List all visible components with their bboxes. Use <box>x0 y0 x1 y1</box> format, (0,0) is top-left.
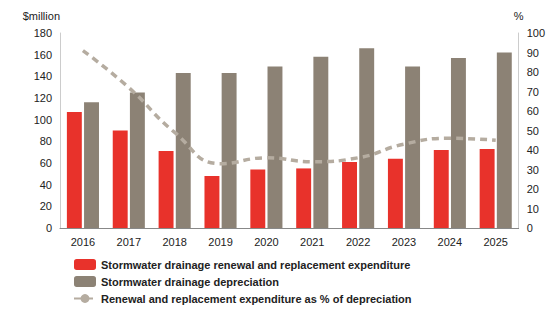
svg-text:80: 80 <box>527 66 539 78</box>
svg-text:30: 30 <box>527 164 539 176</box>
svg-text:60: 60 <box>527 105 539 117</box>
svg-text:180: 180 <box>34 27 52 39</box>
svg-text:2019: 2019 <box>208 236 232 248</box>
svg-text:20: 20 <box>527 183 539 195</box>
svg-text:%: % <box>514 10 524 22</box>
svg-text:2017: 2017 <box>117 236 141 248</box>
svg-text:100: 100 <box>34 114 52 126</box>
svg-text:2024: 2024 <box>438 236 462 248</box>
svg-text:120: 120 <box>34 92 52 104</box>
svg-text:Stormwater drainage renewal an: Stormwater drainage renewal and replacem… <box>101 259 410 271</box>
svg-text:2021: 2021 <box>300 236 324 248</box>
svg-text:70: 70 <box>527 86 539 98</box>
svg-text:2020: 2020 <box>254 236 278 248</box>
svg-text:0: 0 <box>46 222 52 234</box>
svg-text:20: 20 <box>40 200 52 212</box>
svg-text:140: 140 <box>34 70 52 82</box>
svg-text:Renewal and replacement expend: Renewal and replacement expenditure as %… <box>101 293 412 305</box>
svg-text:2025: 2025 <box>483 236 507 248</box>
svg-text:2016: 2016 <box>71 236 95 248</box>
svg-text:50: 50 <box>527 125 539 137</box>
svg-text:100: 100 <box>527 27 545 39</box>
svg-text:60: 60 <box>40 157 52 169</box>
svg-text:10: 10 <box>527 203 539 215</box>
svg-text:Stormwater drainage depreciati: Stormwater drainage depreciation <box>101 276 279 288</box>
svg-text:40: 40 <box>527 144 539 156</box>
svg-text:0: 0 <box>527 222 533 234</box>
svg-text:2018: 2018 <box>162 236 186 248</box>
svg-text:80: 80 <box>40 135 52 147</box>
svg-text:2023: 2023 <box>392 236 416 248</box>
svg-text:2022: 2022 <box>346 236 370 248</box>
svg-text:160: 160 <box>34 49 52 61</box>
svg-text:90: 90 <box>527 47 539 59</box>
svg-text:$million: $million <box>23 10 60 22</box>
svg-text:40: 40 <box>40 179 52 191</box>
